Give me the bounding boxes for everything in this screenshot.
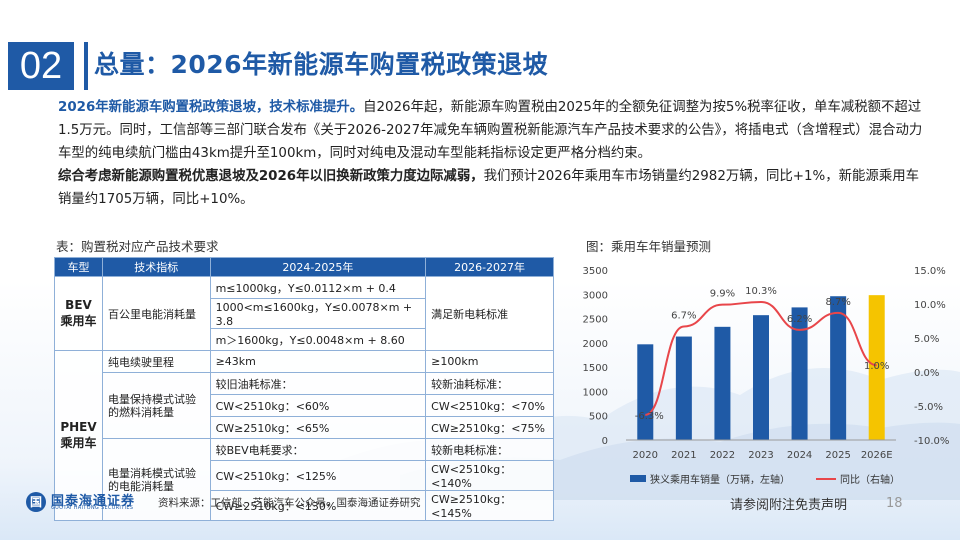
- header-2024-2025: 2024-2025年: [209, 257, 427, 277]
- data-label-2025: 8.7%: [825, 297, 850, 308]
- bev-old-row-3: m＞1600kg，Y≤0.0048×m + 8.60: [209, 328, 427, 351]
- bar-2022: [714, 326, 731, 440]
- company-logo: 国 国泰海通证券 GUOTAI HAITONG SECURITIES: [26, 490, 146, 514]
- bev-metric: 百公里电能消耗量: [101, 276, 211, 351]
- bar-2023: [753, 315, 769, 440]
- table-row: 电量保持模式试验的燃料消耗量 较旧油耗标准： 较新油耗标准：: [55, 372, 554, 439]
- phev-cd-old-2: CW<2510kg：<125%: [209, 460, 427, 491]
- x-axis-tick-2020: 2020: [633, 450, 658, 461]
- legend-bar-swatch: [630, 475, 646, 482]
- table-row: BEV 乘用车 百公里电能消耗量 m≤1000kg，Y≤0.0112×m + 0…: [54, 276, 554, 351]
- data-label-2022: 9.9%: [710, 289, 735, 300]
- left-axis-tick: 3500: [583, 266, 608, 277]
- right-axis-tick: -10.0%: [914, 436, 949, 447]
- x-axis-tick-2025: 2025: [825, 450, 850, 461]
- logo-mark-icon: 国: [26, 492, 46, 512]
- phev-range-metric: 纯电续驶里程: [101, 350, 211, 373]
- group-phev: PHEV 乘用车: [54, 350, 103, 521]
- bev-new-standard: 满足新电耗标准: [425, 276, 554, 351]
- table-row: CW≥2510kg：<130% CW≥2510kg：<145%: [55, 490, 554, 521]
- body-paragraphs: 2026年新能源车购置税政策退坡，技术标准提升。自2026年起，新能源车购置税由…: [58, 96, 928, 211]
- header-2026-2027: 2026-2027年: [425, 257, 554, 277]
- phev-cd-new-1: 较新电耗标准：: [425, 438, 554, 461]
- phev-cd-new-3: CW≥2510kg：<145%: [425, 490, 554, 521]
- x-axis-tick-2026E: 2026E: [861, 450, 893, 461]
- bar-2025: [830, 296, 847, 440]
- table-row: m＞1600kg，Y≤0.0048×m + 8.60: [55, 328, 554, 351]
- bev-old-row-2: 1000<m≤1600kg，Y≤0.0078×m + 3.8: [209, 298, 427, 329]
- left-axis-tick: 3000: [583, 290, 608, 301]
- right-axis-tick: 5.0%: [914, 334, 939, 345]
- left-axis-tick: 2500: [583, 315, 608, 326]
- phev-cs-new-3: CW≥2510kg：<75%: [425, 416, 554, 439]
- policy-highlight: 2026年新能源车购置税政策退坡，技术标准提升。: [58, 100, 364, 115]
- section-number-badge: 02: [8, 42, 74, 90]
- header-vehicle-type: 车型: [54, 257, 103, 277]
- bev-old-row-1: m≤1000kg，Y≤0.0112×m + 0.4: [209, 276, 427, 299]
- left-axis-tick: 1500: [583, 363, 608, 374]
- group-bev: BEV 乘用车: [54, 276, 103, 351]
- phev-range-new: ≥100km: [425, 350, 554, 373]
- legend-line-label: 同比（右轴）: [840, 473, 900, 486]
- paragraph-policy: 2026年新能源车购置税政策退坡，技术标准提升。自2026年起，新能源车购置税由…: [58, 96, 928, 165]
- data-label-2024: 6.2%: [787, 314, 812, 325]
- phev-cd-new-2: CW<2510kg：<140%: [425, 460, 554, 491]
- paragraph-forecast: 综合考虑新能源购置税优惠退坡及2026年以旧换新政策力度边际减弱，我们预计202…: [58, 165, 928, 211]
- phev-cs-new-1: 较新油耗标准：: [425, 372, 554, 395]
- page-title: 总量：2026年新能源车购置税政策退坡: [94, 50, 549, 79]
- tech-requirements-table: 车型 技术指标 2024-2025年 2026-2027年 BEV 乘用车 百公…: [54, 257, 554, 521]
- data-label-2020: -6.3%: [635, 411, 664, 422]
- x-axis-tick-2021: 2021: [671, 450, 696, 461]
- left-axis-tick: 2000: [583, 339, 608, 350]
- data-label-2021: 6.7%: [671, 310, 696, 321]
- x-axis-tick-2024: 2024: [787, 450, 812, 461]
- table-row: PHEV 乘用车 纯电续驶里程 ≥43km ≥100km: [54, 350, 554, 521]
- page-number: 18: [886, 496, 903, 511]
- policy-text: 自2026年起，新能源车购置税由2025年的全额免征调整为按5%税率征收，单车减…: [58, 100, 923, 161]
- phev-cd-old-1: 较BEV电耗要求：: [209, 438, 427, 461]
- phev-cs-old-3: CW≥2510kg：<65%: [209, 416, 427, 439]
- legend-bar-label: 狭义乘用车销量（万辆，左轴）: [650, 473, 790, 486]
- phev-cs-metric: 电量保持模式试验的燃料消耗量: [101, 372, 211, 439]
- source-note: 资料来源：工信部、芝能汽车公众号，国泰海通证券研究: [158, 497, 421, 509]
- title-accent-bar: [84, 42, 88, 90]
- chart-caption: 图：乘用车年销量预测: [586, 239, 712, 254]
- header-metric: 技术指标: [101, 257, 211, 277]
- table-caption: 表：购置税对应产品技术要求: [56, 239, 219, 254]
- bar-2020: [637, 344, 654, 440]
- right-axis-tick: -5.0%: [914, 402, 943, 413]
- table-row: 电量消耗模式试验的电能消耗量 较BEV电耗要求： 较新电耗标准：: [55, 438, 554, 521]
- yoy-growth-line: [644, 300, 877, 416]
- logo-subtitle: GUOTAI HAITONG SECURITIES: [51, 505, 134, 511]
- bar-2026E: [868, 295, 885, 440]
- bar-2024: [791, 307, 808, 440]
- phev-cs-new-2: CW<2510kg：<70%: [425, 394, 554, 417]
- right-axis-tick: 0.0%: [914, 368, 939, 379]
- disclaimer-note: 请参阅附注免责声明: [730, 498, 848, 513]
- table-row: CW≥2510kg：<65% CW≥2510kg：<75%: [55, 416, 554, 439]
- table-row: CW<2510kg：<60% CW<2510kg：<70%: [55, 394, 554, 417]
- sales-forecast-chart: 0 500 1000 1500 2000 2500 3000 3500 -10.0% -5.0% 0…: [583, 266, 950, 486]
- phev-cs-old-1: 较旧油耗标准：: [209, 372, 427, 395]
- right-axis-tick: 15.0%: [914, 266, 946, 277]
- bar-2021: [675, 336, 692, 440]
- data-label-2026E: 1.0%: [864, 361, 889, 372]
- phev-cs-old-2: CW<2510kg：<60%: [209, 394, 427, 417]
- left-axis-tick: 500: [589, 412, 608, 423]
- left-axis-tick: 0: [602, 436, 608, 447]
- data-label-2023: 10.3%: [745, 286, 777, 297]
- forecast-bold: 综合考虑新能源购置税优惠退坡及2026年以旧换新政策力度边际减弱，: [58, 169, 484, 184]
- logo-name: 国泰海通证券: [51, 494, 136, 509]
- table-header-row: 车型 技术指标 2024-2025年 2026-2027年: [54, 257, 554, 277]
- forecast-text: 我们预计2026年乘用车市场销量约2982万辆，同比+1%，新能源乘用车销量约1…: [58, 169, 919, 207]
- x-axis-tick-2022: 2022: [710, 450, 735, 461]
- phev-cd-metric: 电量消耗模式试验的电能消耗量: [101, 438, 211, 521]
- left-axis-tick: 1000: [583, 387, 608, 398]
- x-axis-tick-2023: 2023: [748, 450, 773, 461]
- right-axis-tick: 10.0%: [914, 300, 946, 311]
- phev-range-old: ≥43km: [209, 350, 427, 373]
